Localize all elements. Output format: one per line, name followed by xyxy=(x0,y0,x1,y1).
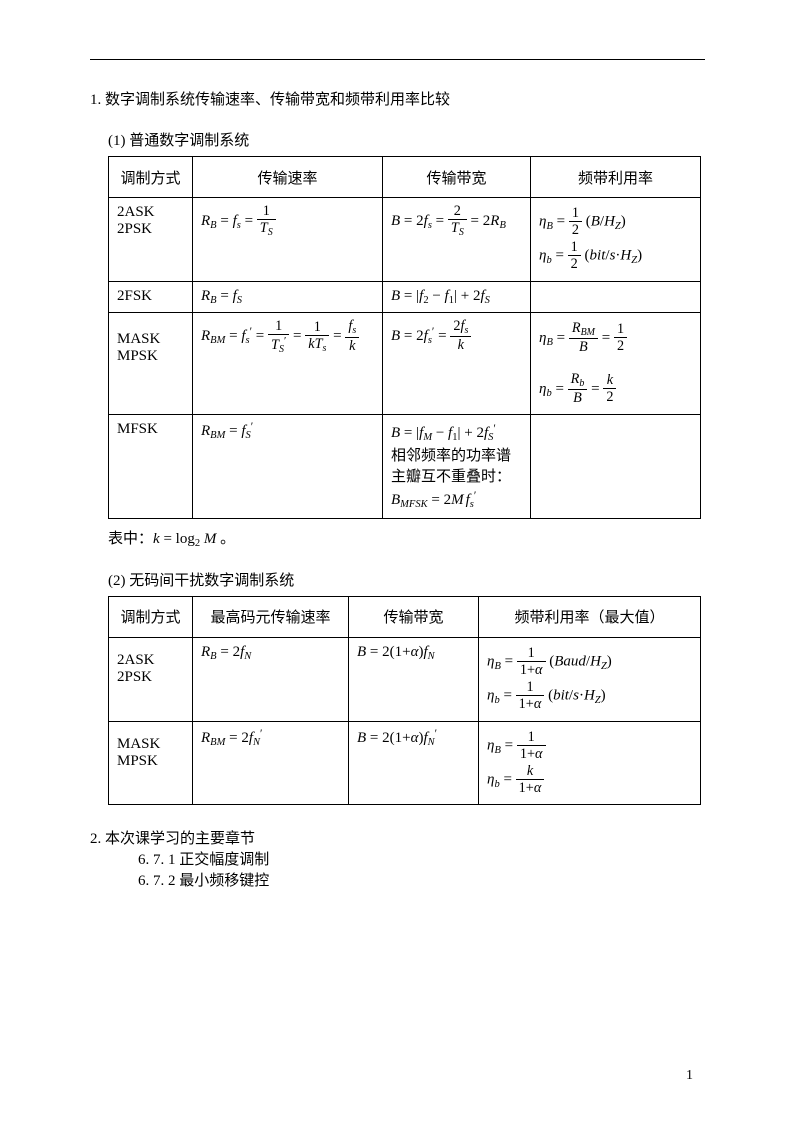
top-rule xyxy=(90,59,705,60)
mode-line: MASK xyxy=(117,736,160,752)
t1-r2-eff xyxy=(531,281,701,312)
t1-r4-rate: RBM = fS′ xyxy=(193,415,383,518)
page: 1. 数字调制系统传输速率、传输带宽和频带利用率比较 (1) 普通数字调制系统 … xyxy=(0,0,793,1122)
table1: 调制方式 传输速率 传输带宽 频带利用率 2ASK 2PSK RB = fs =… xyxy=(108,156,701,519)
t1-r4-bw: B = |fM − f1| + 2fS′ 相邻频率的功率谱主瓣互不重叠时： BM… xyxy=(383,415,531,518)
mode-line: 2ASK xyxy=(117,204,155,220)
section2-title: 2. 本次课学习的主要章节 xyxy=(90,827,705,848)
section1-title: 1. 数字调制系统传输速率、传输带宽和频带利用率比较 xyxy=(90,88,705,109)
table1-note: 表中：k = log2 M 。 xyxy=(108,527,705,549)
mode-line: MASK xyxy=(117,331,160,347)
t1-r3-eff: ηB = RBMB = 12 ηb = RbB = k2 xyxy=(531,312,701,415)
t1-h-eff: 频带利用率 xyxy=(531,157,701,198)
mode-line: 2PSK xyxy=(117,669,152,685)
t1-row-2ask: 2ASK 2PSK RB = fs = 1TS B = 2fs = 2TS = … xyxy=(109,198,701,282)
t1-r2-rate: RB = fS xyxy=(193,281,383,312)
t1-h-rate: 传输速率 xyxy=(193,157,383,198)
t1-r3-bw: B = 2fs′ = 2fsk xyxy=(383,312,531,415)
t2-r2-bw: B = 2(1+α)fN′ xyxy=(349,721,479,805)
mode-line: MPSK xyxy=(117,348,158,364)
t1-h-bw: 传输带宽 xyxy=(383,157,531,198)
t1-r2-mode: 2FSK xyxy=(109,281,193,312)
t1-r1-eff: ηB = 12 (B/HZ) ηb = 12 (bit/s·HZ) xyxy=(531,198,701,282)
t2-r2-eff: ηB = 11+α ηb = k1+α xyxy=(479,721,701,805)
table1-header-row: 调制方式 传输速率 传输带宽 频带利用率 xyxy=(109,157,701,198)
t1-r4-mode: MFSK xyxy=(109,415,193,518)
t2-row-mask: MASK MPSK RBM = 2fN′ B = 2(1+α)fN′ ηB = … xyxy=(109,721,701,805)
table1-caption: (1) 普通数字调制系统 xyxy=(108,129,705,150)
t2-row-2ask: 2ASK 2PSK RB = 2fN B = 2(1+α)fN ηB = 11+… xyxy=(109,637,701,721)
page-number: 1 xyxy=(686,1068,693,1084)
t1-r1-mode: 2ASK 2PSK xyxy=(109,198,193,282)
t2-r1-mode: 2ASK 2PSK xyxy=(109,637,193,721)
t1-row-mfsk: MFSK RBM = fS′ B = |fM − f1| + 2fS′ 相邻频率… xyxy=(109,415,701,518)
content-area: 1. 数字调制系统传输速率、传输带宽和频带利用率比较 (1) 普通数字调制系统 … xyxy=(90,59,705,890)
t1-r3-mode: MASK MPSK xyxy=(109,312,193,415)
mode-line: 2ASK xyxy=(117,652,155,668)
t1-r1-rate: RB = fs = 1TS xyxy=(193,198,383,282)
t1-r4-eff xyxy=(531,415,701,518)
mode-line: 2FSK xyxy=(117,288,152,304)
t2-r1-rate: RB = 2fN xyxy=(193,637,349,721)
table2: 调制方式 最高码元传输速率 传输带宽 频带利用率（最大值） 2ASK 2PSK … xyxy=(108,596,701,805)
t2-r1-eff: ηB = 11+α (Baud/HZ) ηb = 11+α (bit/s·HZ) xyxy=(479,637,701,721)
t1-row-2fsk: 2FSK RB = fS B = |f2 − f1| + 2fS xyxy=(109,281,701,312)
table2-caption: (2) 无码间干扰数字调制系统 xyxy=(108,569,705,590)
t2-r2-rate: RBM = 2fN′ xyxy=(193,721,349,805)
mode-line: 2PSK xyxy=(117,221,152,237)
t1-h-mode: 调制方式 xyxy=(109,157,193,198)
t1-r1-bw: B = 2fs = 2TS = 2RB xyxy=(383,198,531,282)
t2-h-eff: 频带利用率（最大值） xyxy=(479,596,701,637)
bw-note: 相邻频率的功率谱主瓣互不重叠时： xyxy=(391,446,522,488)
table2-header-row: 调制方式 最高码元传输速率 传输带宽 频带利用率（最大值） xyxy=(109,596,701,637)
t2-h-mode: 调制方式 xyxy=(109,596,193,637)
section2-item: 6. 7. 1 正交幅度调制 xyxy=(138,848,705,869)
t2-h-bw: 传输带宽 xyxy=(349,596,479,637)
t1-row-mask: MASK MPSK RBM = fs′ = 1TS′ = 1kTs = fsk … xyxy=(109,312,701,415)
section2-item: 6. 7. 2 最小频移键控 xyxy=(138,869,705,890)
section2: 2. 本次课学习的主要章节 6. 7. 1 正交幅度调制 6. 7. 2 最小频… xyxy=(90,827,705,890)
t1-r3-rate: RBM = fs′ = 1TS′ = 1kTs = fsk xyxy=(193,312,383,415)
t2-r1-bw: B = 2(1+α)fN xyxy=(349,637,479,721)
t2-h-rate: 最高码元传输速率 xyxy=(193,596,349,637)
t1-r2-bw: B = |f2 − f1| + 2fS xyxy=(383,281,531,312)
mode-line: MFSK xyxy=(117,421,158,437)
t2-r2-mode: MASK MPSK xyxy=(109,721,193,805)
mode-line: MPSK xyxy=(117,753,158,769)
